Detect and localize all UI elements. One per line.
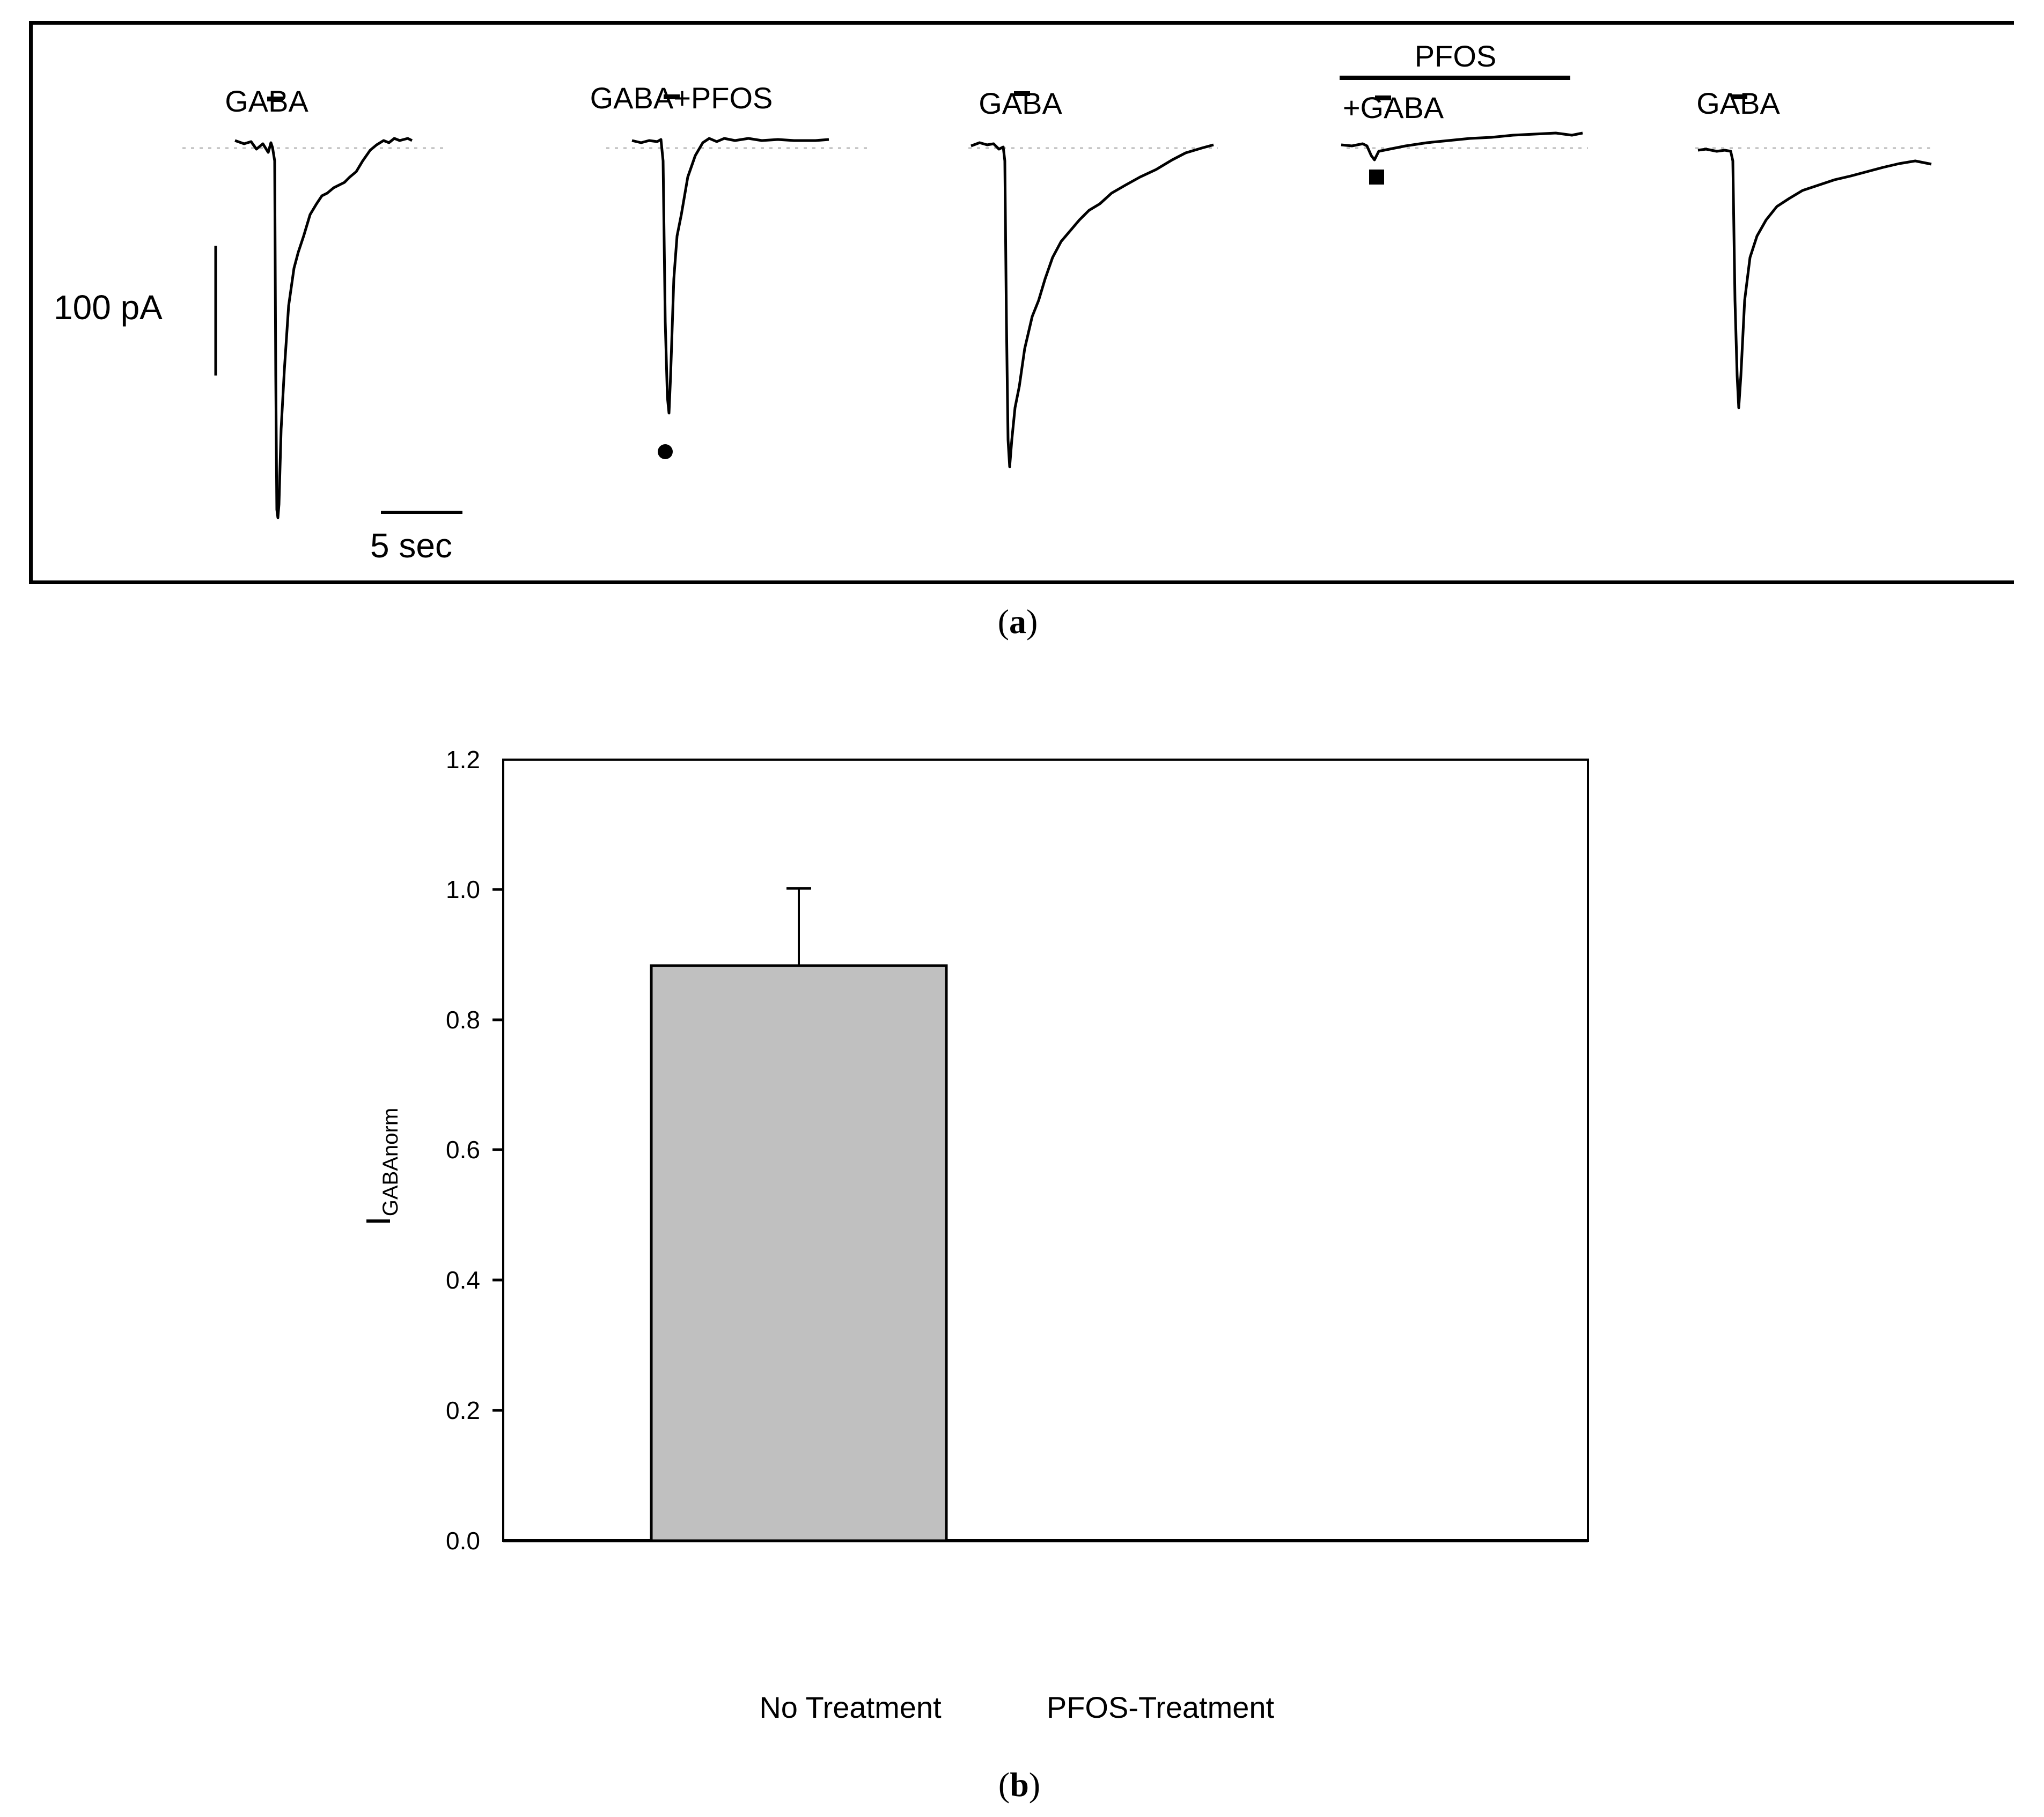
caption-b: (b) <box>998 1765 1041 1804</box>
ytick-0.2: 0.2 <box>446 1396 480 1424</box>
ytick-1.0: 1.0 <box>446 876 480 903</box>
category-label-no-treatment: No Treatment <box>759 1690 942 1724</box>
square-marker-icon <box>1369 170 1384 185</box>
time-scale-label: 5 sec <box>370 526 452 565</box>
traces <box>234 131 1932 519</box>
ytick-0.8: 0.8 <box>446 1006 480 1034</box>
trace-label-5: GABA <box>1696 86 1780 120</box>
trace-label-3: GABA <box>979 86 1062 120</box>
panel-a-traces <box>29 21 2014 584</box>
ytick-0.0: 0.0 <box>446 1527 480 1555</box>
circle-marker-icon <box>658 444 673 459</box>
ytick-0.4: 0.4 <box>446 1266 480 1294</box>
bar-no-treatment <box>650 964 948 1542</box>
y-ticks <box>492 888 503 1412</box>
pfos-label: PFOS <box>1414 39 1497 73</box>
current-scale-label: 100 pA <box>54 288 163 327</box>
category-label-pfos-treatment: PFOS-Treatment <box>1046 1690 1275 1724</box>
ytick-1.2: 1.2 <box>446 746 480 774</box>
trace-label-1: GABA <box>225 84 308 118</box>
current-traces-svg <box>182 76 1934 519</box>
application-bars <box>267 76 1747 101</box>
caption-a: (a) <box>997 602 1038 641</box>
plot-frame <box>502 759 1589 1542</box>
trace-label-2: GABA+PFOS <box>590 81 773 115</box>
trace-label-4: +GABA <box>1342 91 1444 124</box>
ytick-0.6: 0.6 <box>446 1136 480 1164</box>
y-axis-label: IGABAnorm <box>359 1107 402 1226</box>
